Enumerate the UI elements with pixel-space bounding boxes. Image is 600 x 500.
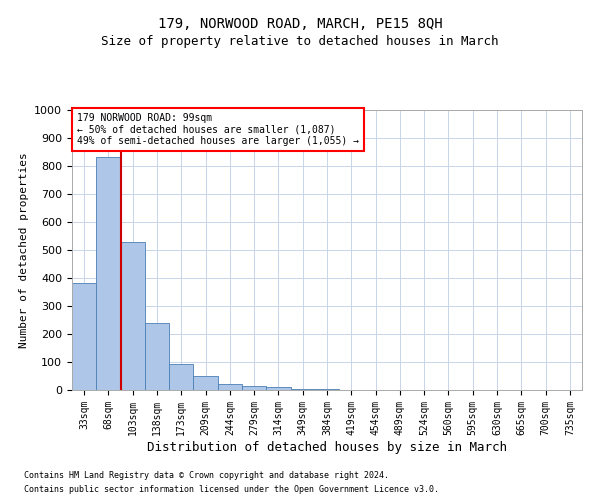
Bar: [96, 157, 121, 390]
Text: Size of property relative to detached houses in March: Size of property relative to detached ho…: [101, 35, 499, 48]
Bar: [121, 242, 145, 390]
Bar: [72, 283, 96, 390]
X-axis label: Distribution of detached houses by size in March: Distribution of detached houses by size …: [147, 440, 507, 454]
Bar: [266, 386, 290, 390]
Bar: [218, 384, 242, 390]
Bar: [290, 388, 315, 390]
Bar: [193, 376, 218, 390]
Y-axis label: Number of detached properties: Number of detached properties: [19, 152, 29, 348]
Bar: [315, 388, 339, 390]
Bar: [169, 364, 193, 390]
Text: Contains public sector information licensed under the Open Government Licence v3: Contains public sector information licen…: [24, 485, 439, 494]
Bar: [242, 386, 266, 390]
Text: Contains HM Land Registry data © Crown copyright and database right 2024.: Contains HM Land Registry data © Crown c…: [24, 471, 389, 480]
Text: 179 NORWOOD ROAD: 99sqm
← 50% of detached houses are smaller (1,087)
49% of semi: 179 NORWOOD ROAD: 99sqm ← 50% of detache…: [77, 113, 359, 146]
Text: 179, NORWOOD ROAD, MARCH, PE15 8QH: 179, NORWOOD ROAD, MARCH, PE15 8QH: [158, 18, 442, 32]
Bar: [145, 323, 169, 390]
